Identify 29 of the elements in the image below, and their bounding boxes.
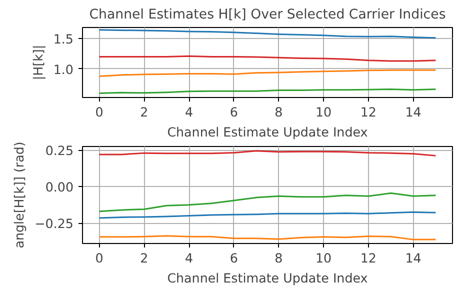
y-tick-label: −0.25 [34, 216, 74, 232]
y-tick-label: 0.00 [45, 180, 74, 195]
y-axis-title: |H[k]| [30, 44, 46, 80]
x-tick-label: 10 [316, 250, 332, 266]
x-tick-label: 4 [184, 104, 194, 120]
x-tick-label: 6 [230, 104, 238, 120]
x-axis-title: Channel Estimate Update Index [167, 270, 368, 286]
x-tick-label: 0 [95, 104, 104, 120]
x-tick-label: 6 [230, 250, 238, 266]
line-series [98, 192, 436, 212]
x-tick-label: 0 [95, 250, 104, 266]
y-tick-label: 0.25 [45, 143, 74, 158]
x-tick-label: 8 [274, 104, 283, 120]
x-tick-label: 10 [316, 104, 332, 120]
x-tick-label: 4 [184, 250, 194, 266]
x-tick-label: 14 [405, 250, 422, 266]
x-tick-label: 12 [360, 104, 376, 120]
line-series [98, 69, 436, 77]
x-tick-label: 2 [140, 104, 148, 120]
x-tick-label: 12 [360, 250, 376, 266]
line-series [98, 29, 436, 39]
x-tick-label: 8 [274, 250, 283, 266]
x-axis-title: Channel Estimate Update Index [167, 124, 368, 140]
x-tick-label: 2 [140, 250, 148, 266]
y-tick-label: 1.0 [53, 62, 74, 77]
y-tick-label: 1.5 [53, 31, 74, 46]
x-tick-label: 14 [405, 104, 422, 120]
y-axis-title: angle[H[k]] (rad) [12, 142, 27, 248]
chart-title: Channel Estimates H[k] Over Selected Carrier Indices [89, 8, 446, 22]
